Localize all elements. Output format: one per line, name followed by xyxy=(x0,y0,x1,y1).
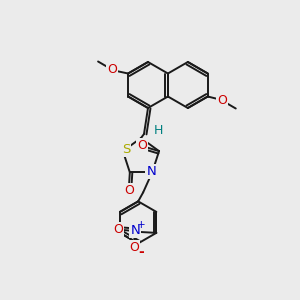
Text: N: N xyxy=(146,165,156,178)
Text: O: O xyxy=(107,63,117,76)
Text: O: O xyxy=(124,184,134,197)
Text: S: S xyxy=(122,142,130,156)
Text: O: O xyxy=(217,94,227,107)
Text: O: O xyxy=(113,224,123,236)
Text: N: N xyxy=(130,224,140,237)
Text: -: - xyxy=(139,245,144,259)
Text: O: O xyxy=(137,139,147,152)
Text: +: + xyxy=(137,220,146,230)
Text: H: H xyxy=(153,124,163,137)
Text: O: O xyxy=(129,242,139,254)
